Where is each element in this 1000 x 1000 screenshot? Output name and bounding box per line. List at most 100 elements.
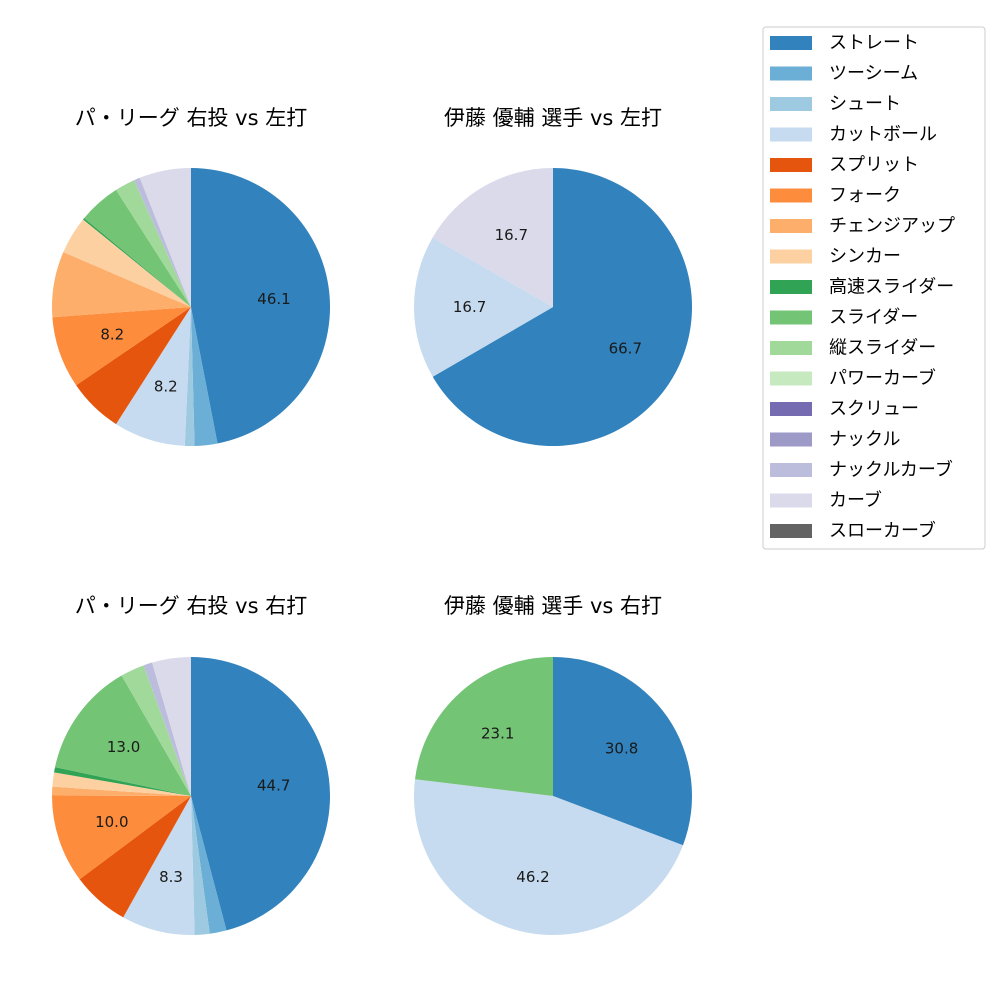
legend: ストレートツーシームシュートカットボールスプリットフォークチェンジアップシンカー… xyxy=(762,26,986,550)
legend-label: スライダー xyxy=(829,307,918,328)
legend-label: カットボール xyxy=(829,124,937,145)
pie-slice xyxy=(191,307,218,446)
pie-slice xyxy=(79,796,191,918)
pie-slice-label: 16.7 xyxy=(495,226,528,244)
pie-slice-label: 46.2 xyxy=(516,868,549,886)
pie-slice-label: 13.0 xyxy=(107,738,140,756)
chart-title: パ・リーグ 右投 vs 左打 xyxy=(75,106,307,130)
pie-labels: 46.1 8.2 8.2 xyxy=(100,290,290,396)
pie-slice-label: 8.2 xyxy=(154,378,178,396)
pie-slice xyxy=(52,772,191,796)
pie-slice xyxy=(191,657,331,931)
pie-slice xyxy=(52,307,191,386)
legend-label: 縦スライダー xyxy=(829,338,936,359)
legend-swatch xyxy=(770,66,812,81)
legend-label: ナックル xyxy=(829,429,900,450)
pie-slice xyxy=(83,218,191,307)
pie-slice xyxy=(432,168,693,446)
legend-item: スローカーブ xyxy=(770,520,936,542)
legend-swatch xyxy=(770,493,812,508)
legend-swatch xyxy=(770,463,812,477)
pie-slice xyxy=(63,219,191,307)
pie-slice xyxy=(84,189,191,307)
legend-label: スローカーブ xyxy=(829,520,936,542)
pie-slice xyxy=(415,657,553,796)
pie-slice xyxy=(52,252,192,318)
legend-label: スプリット xyxy=(829,155,919,176)
pie-slice-label: 66.7 xyxy=(609,340,642,358)
chart-title: パ・リーグ 右投 vs 右打 xyxy=(75,594,307,618)
pie-slice xyxy=(139,168,191,307)
pie-labels: 44.7 8.3 10.0 13.0 xyxy=(95,738,290,886)
legend-label: ストレート xyxy=(829,33,919,54)
legend-item: ツーシーム xyxy=(770,63,918,84)
pie-slice-label: 44.7 xyxy=(257,776,290,794)
pie-slices xyxy=(52,168,331,446)
pie-slice xyxy=(121,665,191,796)
legend-swatch xyxy=(770,402,812,416)
legend-label: シンカー xyxy=(829,246,901,267)
pie-slice xyxy=(76,307,191,425)
pie-slice xyxy=(123,796,195,935)
legend-swatch xyxy=(770,280,812,294)
legend-item: ナックル xyxy=(770,429,900,450)
legend-item: ナックルカーブ xyxy=(770,459,953,481)
legend-item: パワーカーブ xyxy=(770,367,936,389)
pie-slice xyxy=(191,796,227,934)
pie-slice xyxy=(51,795,191,880)
legend-label: カーブ xyxy=(829,489,882,511)
legend-item: フォーク xyxy=(770,185,901,206)
pie-slice xyxy=(432,168,553,307)
pie-slice xyxy=(184,307,195,446)
pie-slice-label: 23.1 xyxy=(481,725,514,743)
legend-item: カーブ xyxy=(770,489,882,511)
pie-slice xyxy=(55,675,191,796)
pie-slice xyxy=(191,168,331,444)
legend-label: パワーカーブ xyxy=(829,367,936,389)
pie-labels: 66.7 16.7 16.7 xyxy=(453,226,642,358)
pie-labels: 30.8 46.2 23.1 xyxy=(481,725,638,886)
pie-slices xyxy=(413,657,693,936)
legend-item: スプリット xyxy=(770,155,919,176)
pie-slices xyxy=(414,168,693,446)
pie-slice-label: 8.3 xyxy=(159,868,183,886)
pie-slice-label: 8.2 xyxy=(100,326,124,344)
legend-swatch xyxy=(770,371,812,386)
legend-swatch xyxy=(770,219,812,233)
legend-item: スクリュー xyxy=(770,399,919,420)
pie-slice xyxy=(116,180,191,307)
legend-label: ツーシーム xyxy=(829,63,918,84)
pie-slice xyxy=(152,657,191,796)
chart-title: 伊藤 優輔 選手 vs 右打 xyxy=(444,594,662,618)
pie-chart-ito-vs-right: 伊藤 優輔 選手 vs 右打 30.8 46.2 23.1 xyxy=(413,594,693,936)
pie-slice xyxy=(553,657,693,846)
legend-items: ストレートツーシームシュートカットボールスプリットフォークチェンジアップシンカー… xyxy=(770,33,955,542)
legend-item: シンカー xyxy=(770,246,901,267)
legend-item: ストレート xyxy=(770,33,919,54)
chart-title: 伊藤 優輔 選手 vs 左打 xyxy=(444,106,662,130)
pie-chart-ito-vs-left: 伊藤 優輔 選手 vs 左打 66.7 16.7 16.7 xyxy=(414,106,693,446)
legend-frame xyxy=(762,26,986,550)
legend-swatch xyxy=(770,249,812,264)
legend-item: カットボール xyxy=(770,124,937,145)
legend-swatch xyxy=(770,310,812,325)
pie-slice xyxy=(191,796,210,935)
legend-label: ナックルカーブ xyxy=(829,459,953,481)
pie-slice xyxy=(143,662,191,796)
legend-item: シュート xyxy=(770,94,901,115)
legend-swatch xyxy=(770,432,812,447)
pie-slice xyxy=(413,779,683,936)
legend-swatch xyxy=(770,341,812,355)
pie-slice xyxy=(134,177,191,307)
legend-swatch xyxy=(770,97,812,111)
legend-swatch xyxy=(770,188,812,203)
legend-swatch xyxy=(770,127,812,142)
pie-slice-label: 16.7 xyxy=(453,298,486,316)
pie-chart-league-vs-right: パ・リーグ 右投 vs 右打 44.7 8.3 10.0 13.0 xyxy=(51,594,331,935)
legend-label: 高速スライダー xyxy=(829,277,954,298)
legend-item: 縦スライダー xyxy=(770,338,936,359)
legend-swatch xyxy=(770,36,812,50)
pie-slice-label: 30.8 xyxy=(605,740,638,758)
legend-swatch xyxy=(770,158,812,172)
